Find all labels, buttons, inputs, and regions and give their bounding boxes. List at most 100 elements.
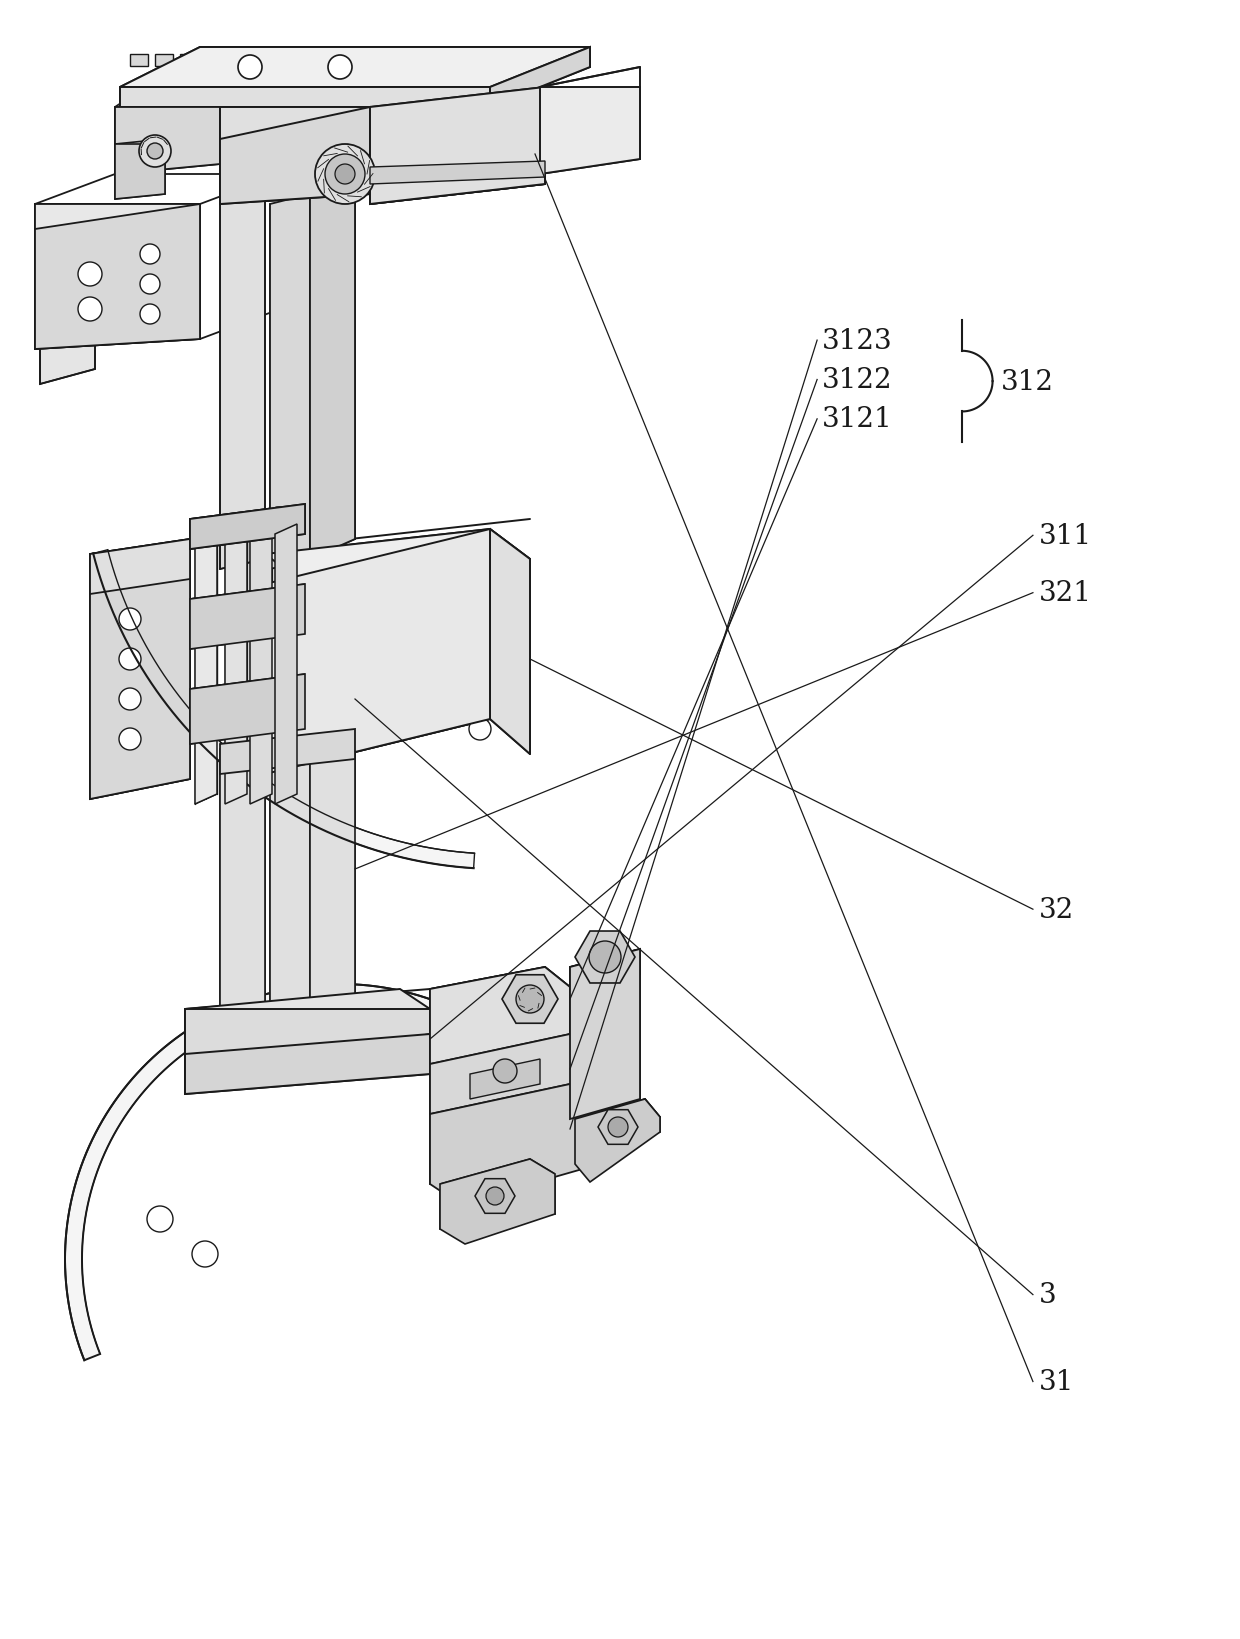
- Polygon shape: [40, 261, 95, 385]
- Bar: [155, 56, 174, 67]
- Circle shape: [119, 649, 141, 670]
- Polygon shape: [190, 505, 305, 549]
- Polygon shape: [570, 949, 640, 992]
- Circle shape: [216, 616, 234, 634]
- Polygon shape: [35, 205, 200, 349]
- Polygon shape: [539, 89, 640, 175]
- Circle shape: [565, 118, 585, 138]
- Circle shape: [140, 244, 160, 266]
- Polygon shape: [185, 1010, 430, 1074]
- Circle shape: [269, 508, 286, 526]
- Polygon shape: [115, 108, 219, 175]
- Polygon shape: [35, 205, 200, 349]
- Polygon shape: [430, 1034, 600, 1134]
- Circle shape: [469, 613, 491, 636]
- Circle shape: [469, 718, 491, 741]
- Circle shape: [246, 616, 264, 634]
- Text: 31: 31: [1039, 1369, 1075, 1395]
- Circle shape: [206, 518, 224, 536]
- Polygon shape: [430, 967, 570, 1085]
- Circle shape: [119, 729, 141, 751]
- Polygon shape: [93, 551, 475, 869]
- Bar: [130, 56, 148, 67]
- Text: 3123: 3123: [822, 328, 893, 354]
- Circle shape: [605, 108, 625, 128]
- Polygon shape: [219, 739, 265, 1029]
- Circle shape: [119, 688, 141, 711]
- Polygon shape: [475, 1178, 515, 1213]
- Circle shape: [238, 56, 262, 80]
- Polygon shape: [430, 967, 570, 1010]
- Polygon shape: [64, 985, 516, 1360]
- Polygon shape: [219, 108, 370, 205]
- Circle shape: [236, 513, 254, 531]
- Circle shape: [399, 669, 422, 690]
- Polygon shape: [575, 1100, 660, 1137]
- Polygon shape: [570, 949, 640, 1119]
- Circle shape: [399, 629, 422, 651]
- Polygon shape: [185, 1034, 430, 1095]
- Polygon shape: [115, 139, 165, 180]
- Polygon shape: [190, 675, 305, 690]
- Polygon shape: [35, 205, 200, 229]
- Circle shape: [139, 136, 171, 167]
- Polygon shape: [275, 524, 298, 805]
- Polygon shape: [270, 739, 310, 1029]
- Circle shape: [148, 1206, 174, 1233]
- Polygon shape: [91, 539, 190, 595]
- Polygon shape: [575, 931, 635, 983]
- Text: 32: 32: [1039, 897, 1074, 923]
- Polygon shape: [190, 505, 305, 549]
- Polygon shape: [120, 48, 590, 89]
- Polygon shape: [539, 67, 640, 89]
- Text: 311: 311: [1039, 523, 1092, 549]
- Circle shape: [140, 305, 160, 325]
- Circle shape: [246, 708, 264, 726]
- Text: 3122: 3122: [822, 367, 893, 393]
- Polygon shape: [115, 144, 165, 200]
- Circle shape: [419, 144, 441, 166]
- Polygon shape: [370, 89, 546, 108]
- Polygon shape: [440, 1159, 556, 1244]
- Polygon shape: [250, 524, 272, 805]
- Polygon shape: [430, 1085, 600, 1134]
- Bar: [180, 56, 198, 67]
- Circle shape: [335, 166, 355, 185]
- Polygon shape: [185, 990, 430, 1029]
- Polygon shape: [219, 108, 370, 205]
- Circle shape: [469, 649, 491, 670]
- Circle shape: [192, 1241, 218, 1267]
- Polygon shape: [575, 1100, 660, 1182]
- Polygon shape: [265, 529, 490, 775]
- Polygon shape: [430, 1034, 600, 1085]
- Polygon shape: [190, 585, 305, 649]
- Polygon shape: [190, 675, 305, 744]
- Polygon shape: [490, 529, 529, 754]
- Circle shape: [119, 608, 141, 631]
- Polygon shape: [370, 162, 546, 185]
- Circle shape: [78, 298, 102, 321]
- Polygon shape: [370, 89, 546, 205]
- Circle shape: [140, 275, 160, 295]
- Circle shape: [325, 156, 365, 195]
- Circle shape: [489, 134, 511, 156]
- Text: 3: 3: [1039, 1282, 1056, 1308]
- Circle shape: [329, 56, 352, 80]
- Polygon shape: [224, 524, 247, 805]
- Polygon shape: [598, 1110, 639, 1144]
- Circle shape: [608, 1118, 627, 1137]
- Circle shape: [589, 941, 621, 974]
- Circle shape: [40, 247, 95, 303]
- Polygon shape: [190, 585, 305, 600]
- Circle shape: [494, 1059, 517, 1083]
- Polygon shape: [219, 729, 355, 775]
- Circle shape: [272, 616, 289, 634]
- Circle shape: [272, 708, 289, 726]
- Polygon shape: [219, 195, 265, 570]
- Circle shape: [486, 1187, 503, 1205]
- Polygon shape: [270, 195, 310, 570]
- Polygon shape: [295, 195, 340, 215]
- Circle shape: [148, 144, 162, 161]
- Polygon shape: [310, 185, 355, 559]
- Polygon shape: [470, 1059, 539, 1100]
